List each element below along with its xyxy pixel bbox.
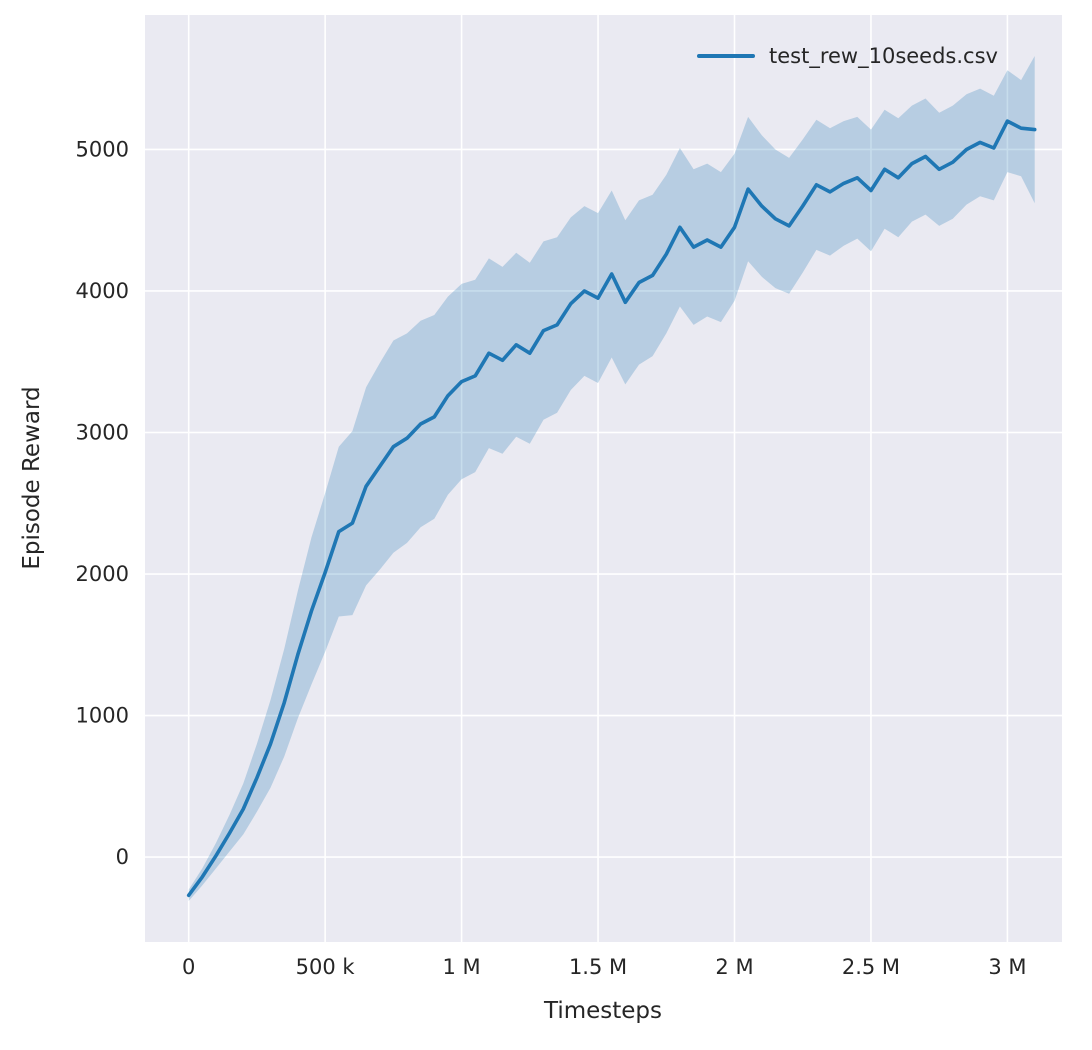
confidence-band [188,56,1035,901]
x-tick-label: 2.5 M [842,955,900,979]
y-tick-label: 0 [116,845,129,869]
x-tick-label: 2 M [715,955,753,979]
y-tick-label: 5000 [76,137,129,161]
y-tick-label: 3000 [76,421,129,445]
y-axis-label: Episode Reward [19,386,45,570]
axes-background [145,15,1062,942]
y-tick-label: 2000 [76,562,129,586]
x-tick-label: 0 [182,955,195,979]
legend-line-swatch [697,53,755,59]
mean-line [186,119,1037,898]
x-axis-label: Timesteps [543,998,663,1024]
y-tick-label: 1000 [76,704,129,728]
x-tick-label: 1.5 M [569,955,627,979]
x-tick-label: 3 M [988,955,1026,979]
legend-label: test_rew_10seeds.csv [769,44,998,68]
legend: test_rew_10seeds.csv [697,44,998,68]
x-tick-label: 500 k [296,955,356,979]
y-tick-label: 4000 [76,279,129,303]
x-tick-label: 1 M [443,955,481,979]
